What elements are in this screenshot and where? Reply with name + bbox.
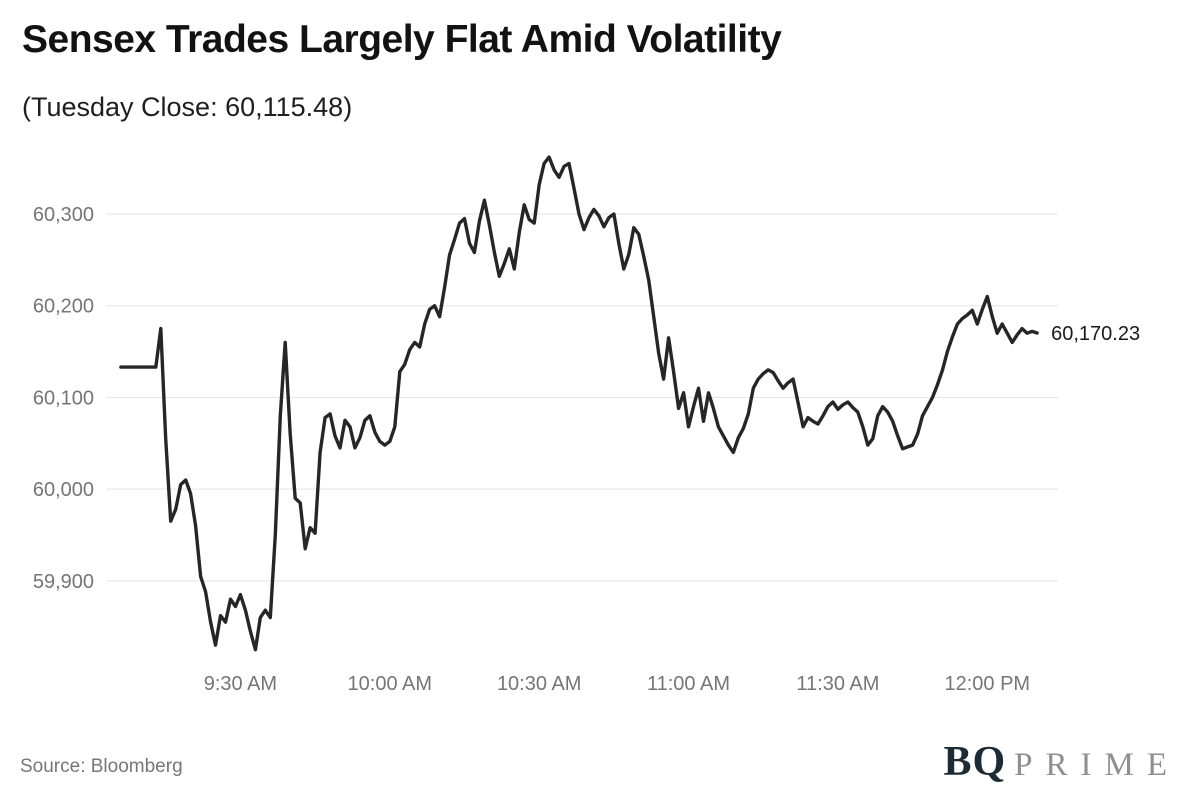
x-axis-label: 12:00 PM: [944, 673, 1030, 695]
y-axis-label: 60,300: [33, 204, 94, 226]
prime-logo-text: PRIME: [1014, 747, 1180, 783]
x-axis-label: 10:00 AM: [348, 673, 433, 695]
y-axis-label: 59,900: [33, 571, 94, 593]
x-axis-label: 10:30 AM: [497, 673, 582, 695]
y-axis-label: 60,100: [33, 387, 94, 409]
page-title: Sensex Trades Largely Flat Amid Volatili…: [22, 18, 782, 61]
x-axis-label: 11:30 AM: [796, 673, 879, 695]
chart-area: 60,300 60,200 60,100 60,000 59,900 9:30 AM 10:…: [0, 128, 1200, 728]
last-value-label: 60,170.23: [1051, 323, 1140, 345]
y-axis-label: 60,200: [33, 296, 94, 318]
source-attribution: Source: Bloomberg: [20, 756, 183, 777]
chart-subtitle: (Tuesday Close: 60,115.48): [22, 92, 353, 122]
x-axis-label: 11:00 AM: [647, 673, 730, 695]
bqprime-logo: BQ PRIME: [943, 738, 1180, 786]
y-axis-label: 60,000: [33, 479, 94, 501]
sensex-line-chart: 60,300 60,200 60,100 60,000 59,900 9:30 AM 10:…: [33, 155, 1140, 695]
bq-logo-mark: BQ: [943, 739, 1007, 785]
price-line: [119, 155, 1039, 652]
x-axis-label: 9:30 AM: [204, 673, 277, 695]
